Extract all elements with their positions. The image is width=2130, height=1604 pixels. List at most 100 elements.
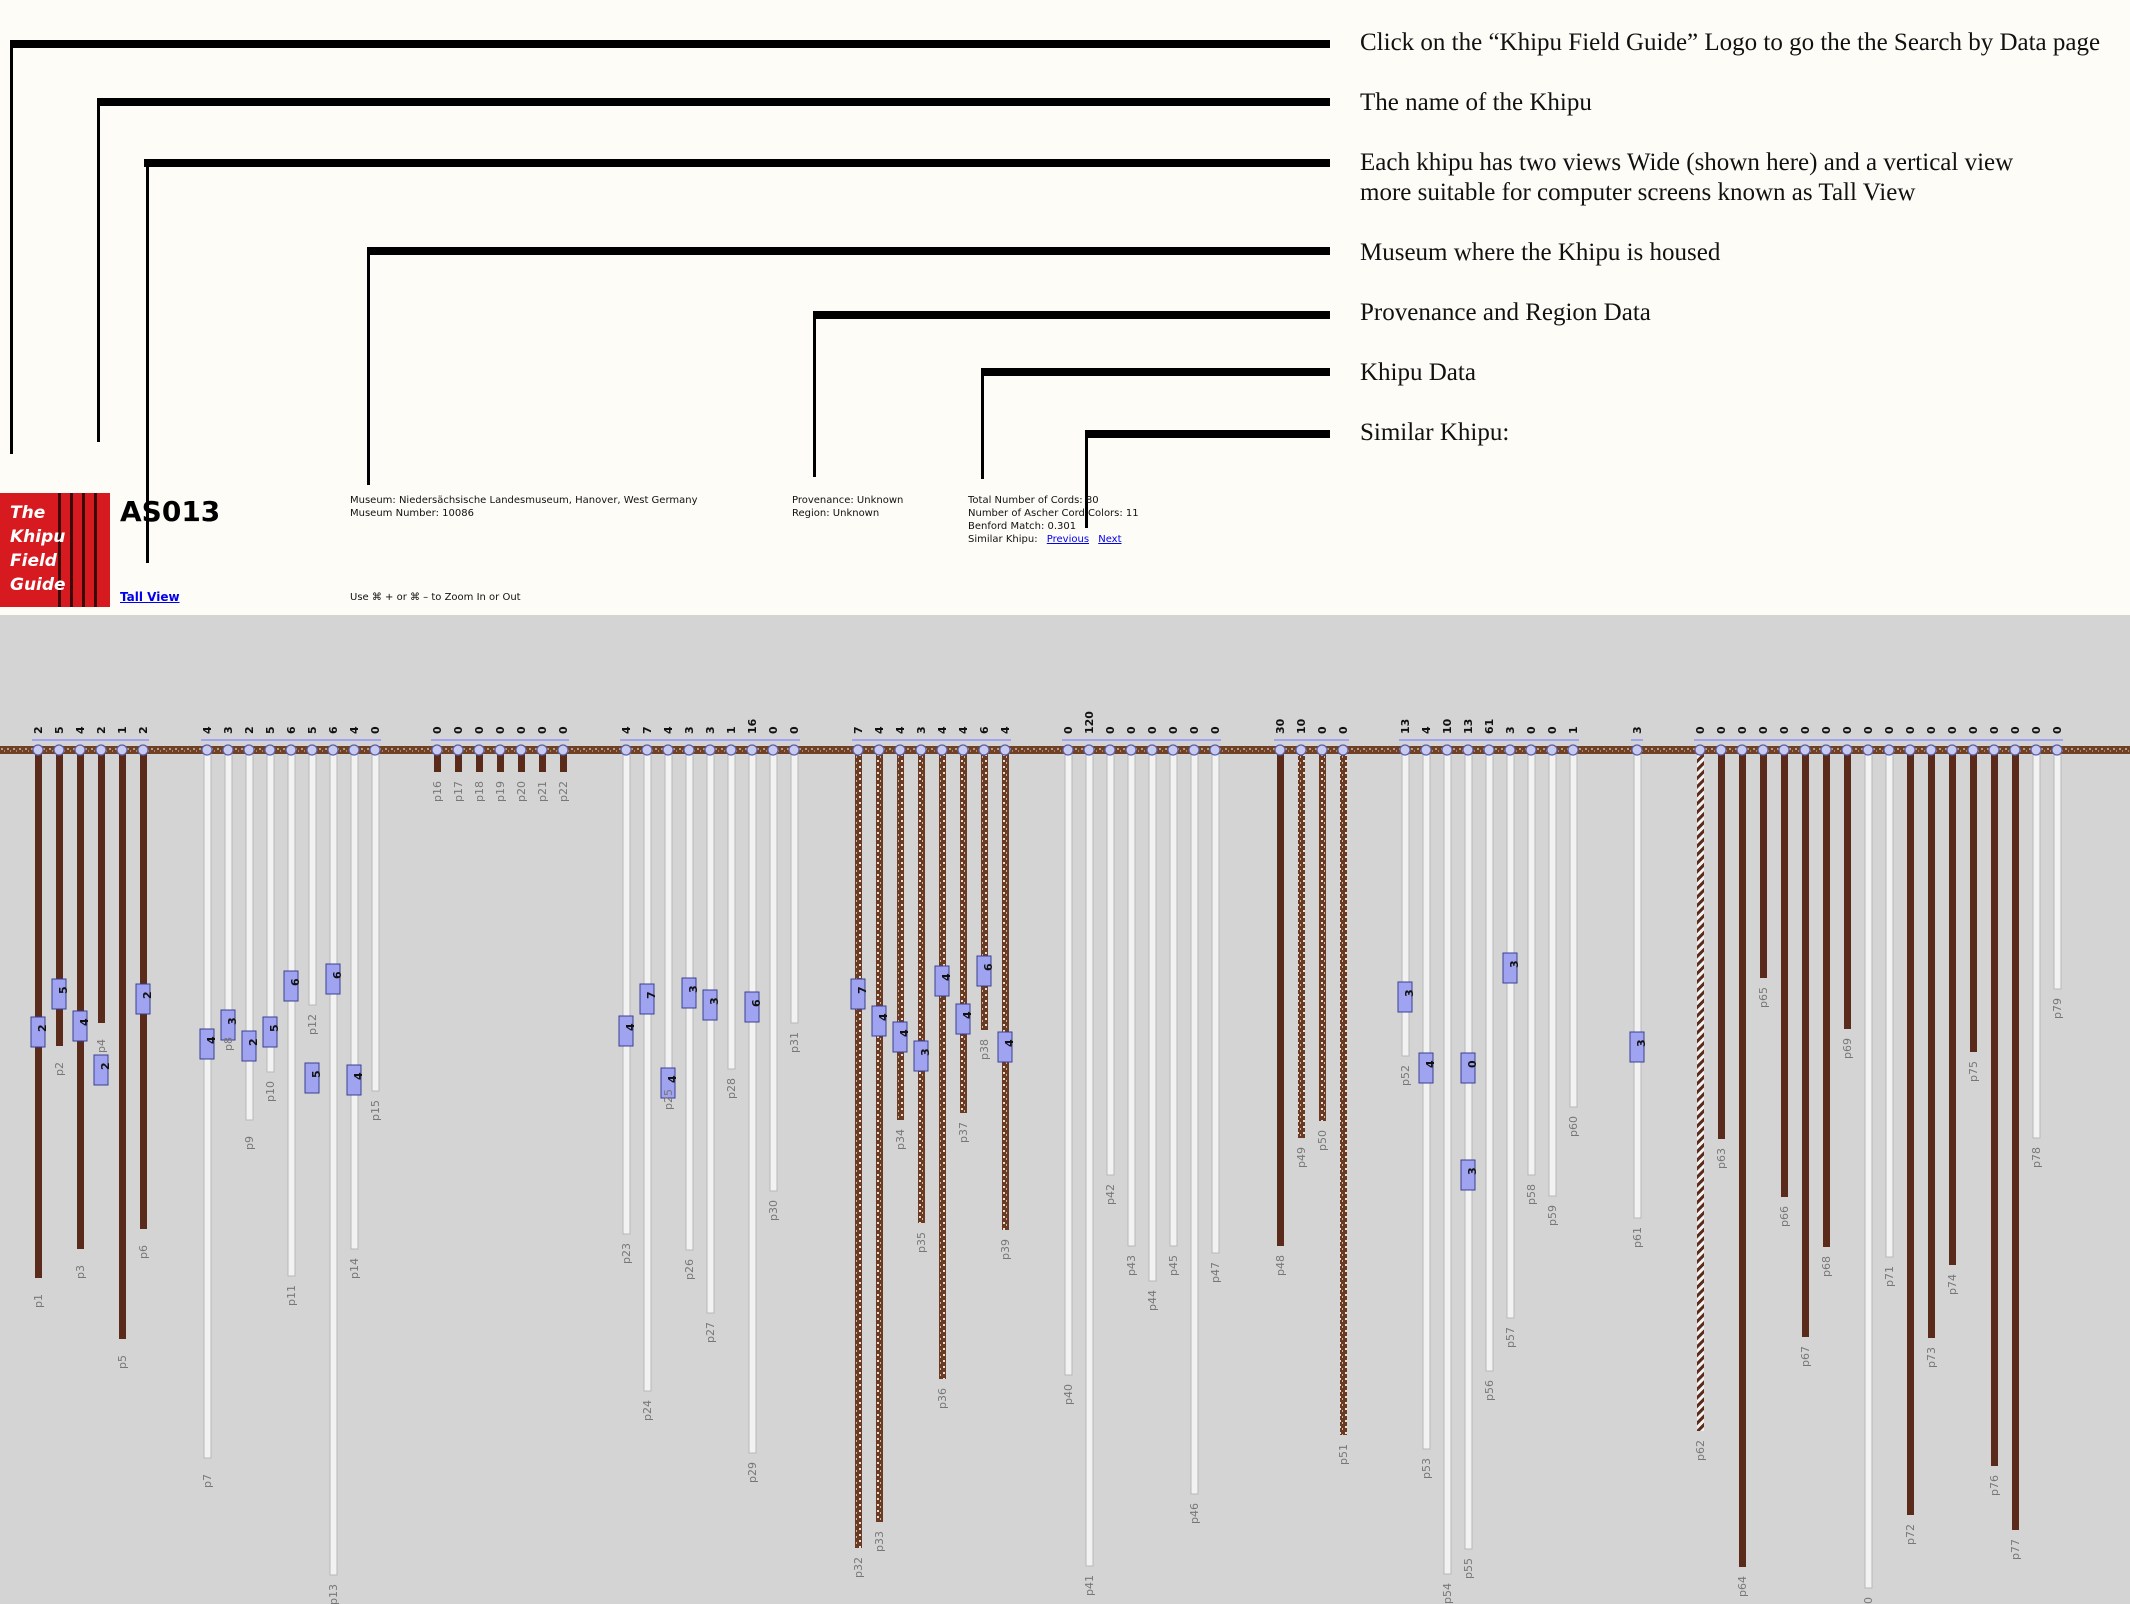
cord-attachment (1778, 744, 1790, 756)
cord-value-label: 0 (1167, 726, 1180, 734)
pendant-cord: 0 p18 (473, 726, 486, 802)
khipu-cords-svg: 22p155p244p322p41p522p644p733p822p955p10… (0, 711, 2130, 1604)
similar-khipu: Similar Khipu: Previous Next (968, 533, 1122, 546)
knot-value: 2 (99, 1062, 112, 1070)
knot-value: 3 (919, 1048, 932, 1056)
annotation-museum: Museum where the Khipu is housed (1360, 239, 1721, 266)
cord-strand (560, 754, 567, 772)
cord-attachment (1567, 744, 1579, 756)
cord-value-label: 0 (1694, 726, 1707, 734)
knot-box (1502, 952, 1518, 984)
pendant-cord: 13 3 p52 (1397, 719, 1416, 1086)
cord-attachment (957, 744, 969, 756)
cord-strand (434, 754, 441, 772)
pendant-cord: 30 p48 (1274, 718, 1287, 1276)
cord-value-label: 0 (1188, 726, 1201, 734)
knot-box (262, 1016, 278, 1048)
knot-value: 4 (78, 1018, 91, 1026)
cord-strand (203, 753, 212, 1459)
knot-box (93, 1054, 109, 1086)
cord-value-label: 2 (95, 726, 108, 734)
cord-label: p22 (557, 781, 570, 802)
cord-strand (855, 754, 862, 1548)
cord-attachment (1631, 744, 1643, 756)
cord-label: p60 (1567, 1116, 1580, 1137)
cord-attachment (1316, 744, 1328, 756)
pendant-cord: 4 4 p34 (892, 726, 911, 1150)
pendant-cord: 4 4 p37 (955, 726, 974, 1143)
pendant-cord: 10 p49 (1295, 718, 1308, 1168)
cord-strand (1928, 754, 1935, 1338)
cord-label: p35 (915, 1232, 928, 1253)
cord-label: p18 (473, 781, 486, 802)
pendant-cord: 0 p17 (452, 726, 465, 802)
next-link[interactable]: Next (1098, 534, 1122, 545)
cord-attachment (243, 744, 255, 756)
cord-attachment (1546, 744, 1558, 756)
khipu-field-guide-logo[interactable]: The Khipu Field Guide (0, 493, 110, 607)
cord-attachment (1125, 744, 1137, 756)
museum-name: Museum: Niedersächsische Landesmuseum, H… (350, 495, 698, 506)
cord-attachment (1736, 744, 1748, 756)
pendant-cord: 13 0 3 p55 (1460, 719, 1479, 1579)
previous-link[interactable]: Previous (1046, 534, 1090, 545)
tall-view-link[interactable]: Tall View (120, 590, 180, 604)
cord-strand (1169, 753, 1178, 1247)
pendant-cord: 7 7 p24 (639, 726, 658, 1421)
callout-drop-similar (1085, 430, 1088, 528)
pendant-cord: 3 3 p26 (681, 726, 700, 1280)
cord-attachment (1146, 744, 1158, 756)
cord-label: p31 (788, 1032, 801, 1053)
pendant-cord: 0 p51 (1337, 726, 1350, 1465)
knot-box (135, 983, 151, 1015)
cord-strand (56, 754, 63, 1046)
pendant-cord: 3 3 p35 (913, 726, 932, 1253)
pendant-cord: 0 p15 (369, 726, 382, 1121)
cord-label: p2 (53, 1062, 66, 1076)
knot-value: 4 (624, 1023, 637, 1031)
cord-strand (455, 754, 462, 772)
cord-strand (939, 754, 946, 1379)
cord-attachment (641, 744, 653, 756)
cord-label: p46 (1188, 1503, 1201, 1524)
cord-strand (539, 754, 546, 772)
logo-line-4: Guide (10, 575, 66, 595)
pendant-cord: 6 6 p13 (325, 726, 344, 1604)
pendant-cord: 0 p22 (557, 726, 570, 802)
cord-attachment (1525, 744, 1537, 756)
logo-line-2: Khipu (10, 527, 66, 547)
pendant-cord: 1 p5 (116, 726, 129, 1369)
cord-label: p34 (894, 1129, 907, 1150)
cord-label: p6 (137, 1245, 150, 1259)
museum-number: Museum Number: 10086 (350, 508, 474, 519)
cord-label: p53 (1420, 1458, 1433, 1479)
knot-box (892, 1021, 908, 1053)
pendant-cord: 0 p30 (767, 726, 780, 1221)
cord-strand (960, 754, 967, 1113)
cord-attachment (53, 744, 65, 756)
cord-label: p27 (704, 1322, 717, 1343)
cord-attachment (852, 744, 864, 756)
cord-label: p1 (32, 1294, 45, 1308)
cord-value-label: 0 (1757, 726, 1770, 734)
group-underline (1399, 739, 1579, 741)
cord-strand (706, 753, 715, 1314)
cord-label: p52 (1399, 1065, 1412, 1086)
ascher-colors: Number of Ascher Cord Colors: 11 (968, 508, 1139, 519)
cord-value-label: 4 (873, 726, 886, 734)
knot-value: 6 (331, 971, 344, 979)
cord-label: p57 (1504, 1327, 1517, 1348)
callout-drop-views (146, 159, 149, 563)
annotation-khipu-data: Khipu Data (1360, 359, 1476, 386)
cord-value-label: 0 (1146, 726, 1159, 734)
knot-value: 2 (36, 1024, 49, 1032)
cord-label: p4 (95, 1039, 108, 1053)
cord-strand (1718, 754, 1725, 1139)
knot-value: 4 (1424, 1060, 1437, 1068)
cord-value-label: 5 (264, 726, 277, 734)
pendant-cord: 5 5 p10 (262, 726, 281, 1102)
pendant-cord: 0 p58 (1525, 726, 1538, 1205)
pendant-cord: 4 4 p14 (346, 726, 365, 1279)
cord-label: p15 (369, 1100, 382, 1121)
cord-attachment (1946, 744, 1958, 756)
